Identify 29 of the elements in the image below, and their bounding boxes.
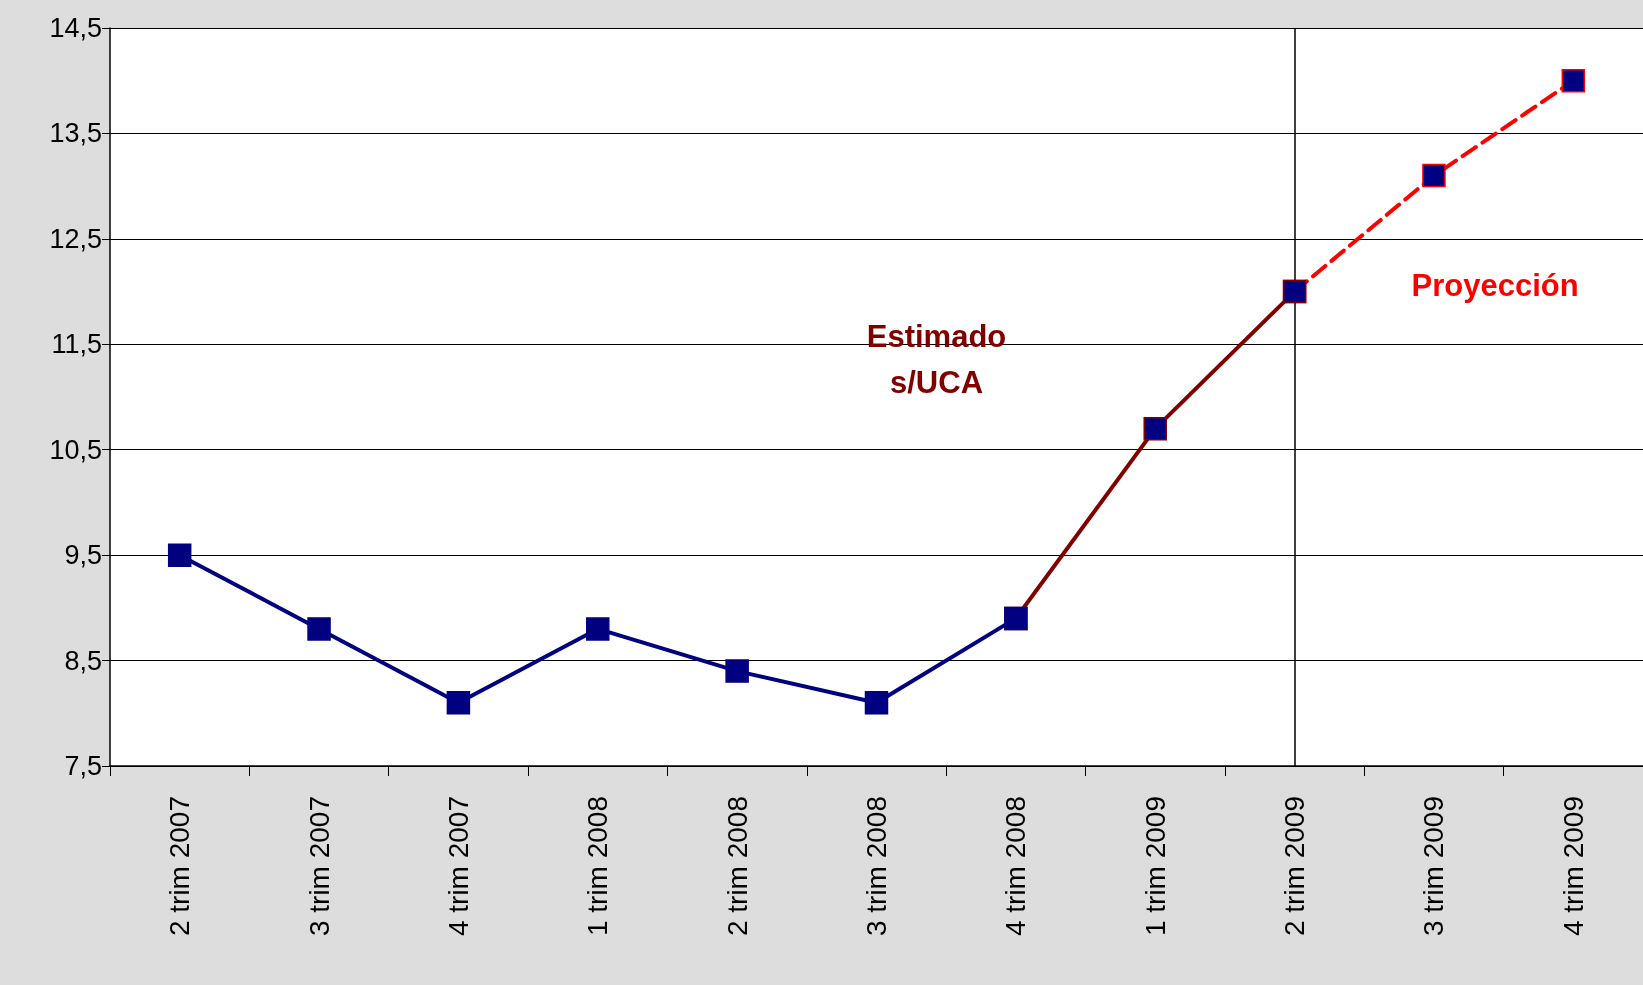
x-tick-label: 2 trim 2007 [164,796,196,937]
annotation: Proyección [1411,268,1579,304]
point [167,543,192,567]
point [446,690,471,715]
point [1561,68,1586,93]
y-tick-label: 11,5 [51,329,102,360]
point [864,690,889,715]
y-tick-label: 8,5 [64,645,102,676]
point [1422,163,1446,188]
y-tick-label: 12,5 [49,223,102,254]
y-tick-label: 14,5 [49,13,102,43]
y-tick-label: 10,5 [49,434,102,465]
point [725,659,749,683]
point [586,617,610,641]
y-tick-label: 9,5 [64,540,102,571]
x-tick-label: 2 trim 2009 [1279,796,1311,937]
point [307,617,331,641]
x-tick-label: 1 trim 2008 [582,796,614,937]
point [1143,416,1167,441]
x-tick-label: 1 trim 2009 [1139,796,1171,937]
y-tick-label: 13,5 [49,118,102,149]
y-tick-label: 7,5 [64,751,102,781]
x-tick-label: 4 trim 2009 [1557,796,1589,937]
x-tick-label: 3 trim 2007 [303,796,335,937]
x-tick-label: 2 trim 2008 [721,796,753,937]
x-tick-label: 4 trim 2007 [442,796,474,937]
x-tick-label: 3 trim 2009 [1418,796,1450,937]
x-tick-label: 4 trim 2008 [1000,796,1032,937]
x-tick-label: 3 trim 2008 [861,796,892,937]
